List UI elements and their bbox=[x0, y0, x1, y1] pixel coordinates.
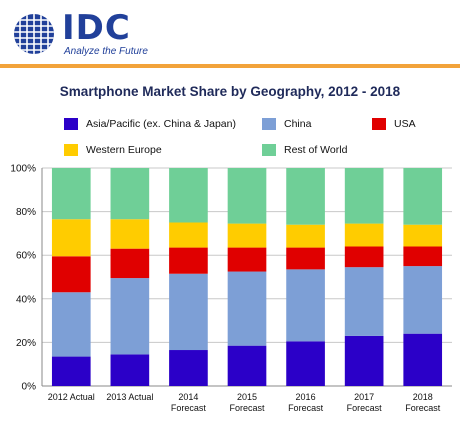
globe-icon bbox=[14, 14, 54, 54]
bar-segment-1-1 bbox=[110, 278, 150, 355]
bar-segment-2-5 bbox=[344, 246, 384, 268]
header-divider bbox=[0, 64, 460, 68]
bar-segment-3-4 bbox=[286, 224, 325, 248]
brand-tagline: Analyze the Future bbox=[64, 46, 148, 57]
chart-title: Smartphone Market Share by Geography, 20… bbox=[59, 84, 401, 99]
legend-swatch bbox=[64, 144, 78, 156]
x-tick-label: 2012 Actual bbox=[48, 392, 95, 402]
y-tick-label: 100% bbox=[10, 164, 36, 175]
bar-segment-0-3 bbox=[227, 345, 267, 386]
x-tick-label: 2015 bbox=[237, 392, 257, 402]
y-tick-label: 0% bbox=[22, 382, 37, 393]
legend-label: Asia/Pacific (ex. China & Japan) bbox=[86, 118, 236, 130]
y-tick-label: 80% bbox=[16, 207, 36, 218]
bar-segment-4-5 bbox=[344, 168, 384, 224]
legend-item-rest-of-world: Rest of World bbox=[262, 141, 347, 159]
idc-logo: IDC Analyze the Future bbox=[12, 6, 232, 62]
bar-segment-4-6 bbox=[403, 168, 443, 225]
x-tick-label: Forecast bbox=[405, 403, 441, 413]
bar-segment-0-4 bbox=[286, 341, 325, 386]
bar-segment-0-0 bbox=[51, 356, 91, 386]
bar-segment-2-2 bbox=[169, 247, 208, 274]
bar-segment-3-1 bbox=[110, 219, 150, 249]
bar-segment-2-4 bbox=[286, 247, 325, 270]
y-tick-label: 20% bbox=[16, 338, 36, 349]
bar-segment-4-0 bbox=[51, 168, 91, 220]
bar-segment-4-4 bbox=[286, 168, 325, 225]
bar-segment-2-0 bbox=[51, 256, 91, 293]
bar-segment-2-6 bbox=[403, 246, 443, 267]
legend-item-china: China bbox=[262, 115, 311, 133]
bar-segment-3-0 bbox=[51, 219, 91, 257]
bar-segment-3-5 bbox=[344, 223, 384, 247]
bar-segment-4-3 bbox=[227, 168, 267, 224]
bar-segment-1-2 bbox=[169, 273, 208, 351]
bar-segment-3-3 bbox=[227, 223, 267, 248]
bar-segment-2-1 bbox=[110, 248, 150, 279]
legend-swatch bbox=[372, 118, 386, 130]
bar-segment-1-3 bbox=[227, 271, 267, 346]
legend-label: Western Europe bbox=[86, 144, 162, 156]
x-tick-label: Forecast bbox=[171, 403, 207, 413]
brand-name: IDC bbox=[62, 8, 131, 48]
x-tick-label: Forecast bbox=[229, 403, 265, 413]
bar-segment-4-2 bbox=[169, 168, 208, 223]
x-tick-label: 2016 bbox=[296, 392, 316, 402]
bar-segment-3-6 bbox=[403, 224, 443, 247]
legend-label: USA bbox=[394, 118, 416, 130]
x-tick-label: 2013 Actual bbox=[106, 392, 153, 402]
x-tick-label: Forecast bbox=[347, 403, 383, 413]
legend-label: China bbox=[284, 118, 312, 130]
legend-swatch bbox=[262, 118, 276, 130]
x-tick-label: 2014 bbox=[178, 392, 198, 402]
y-tick-label: 60% bbox=[16, 251, 36, 262]
bar-segment-0-2 bbox=[169, 350, 208, 386]
x-tick-label: Forecast bbox=[288, 403, 324, 413]
header: IDC Analyze the Future bbox=[0, 0, 460, 64]
bar-segment-1-6 bbox=[403, 266, 443, 334]
bar-segment-1-5 bbox=[344, 267, 384, 336]
bar-segment-0-1 bbox=[110, 354, 150, 386]
legend-swatch bbox=[64, 118, 78, 130]
bar-segment-2-3 bbox=[227, 247, 267, 272]
bar-segment-0-6 bbox=[403, 333, 443, 386]
bar-segment-1-0 bbox=[51, 292, 91, 357]
legend-item-asia-pacific: Asia/Pacific (ex. China & Japan) bbox=[64, 115, 236, 133]
legend-item-western-europe: Western Europe bbox=[64, 141, 162, 159]
bar-segment-3-2 bbox=[169, 222, 208, 248]
x-tick-label: 2018 bbox=[413, 392, 433, 402]
legend-label: Rest of World bbox=[284, 144, 348, 156]
bar-segment-4-1 bbox=[110, 168, 150, 220]
legend-swatch bbox=[262, 144, 276, 156]
y-tick-label: 40% bbox=[16, 294, 36, 305]
bar-segment-0-5 bbox=[344, 335, 384, 386]
legend-item-usa: USA bbox=[372, 115, 416, 133]
x-tick-label: 2017 bbox=[354, 392, 374, 402]
bar-segment-1-4 bbox=[286, 269, 325, 342]
